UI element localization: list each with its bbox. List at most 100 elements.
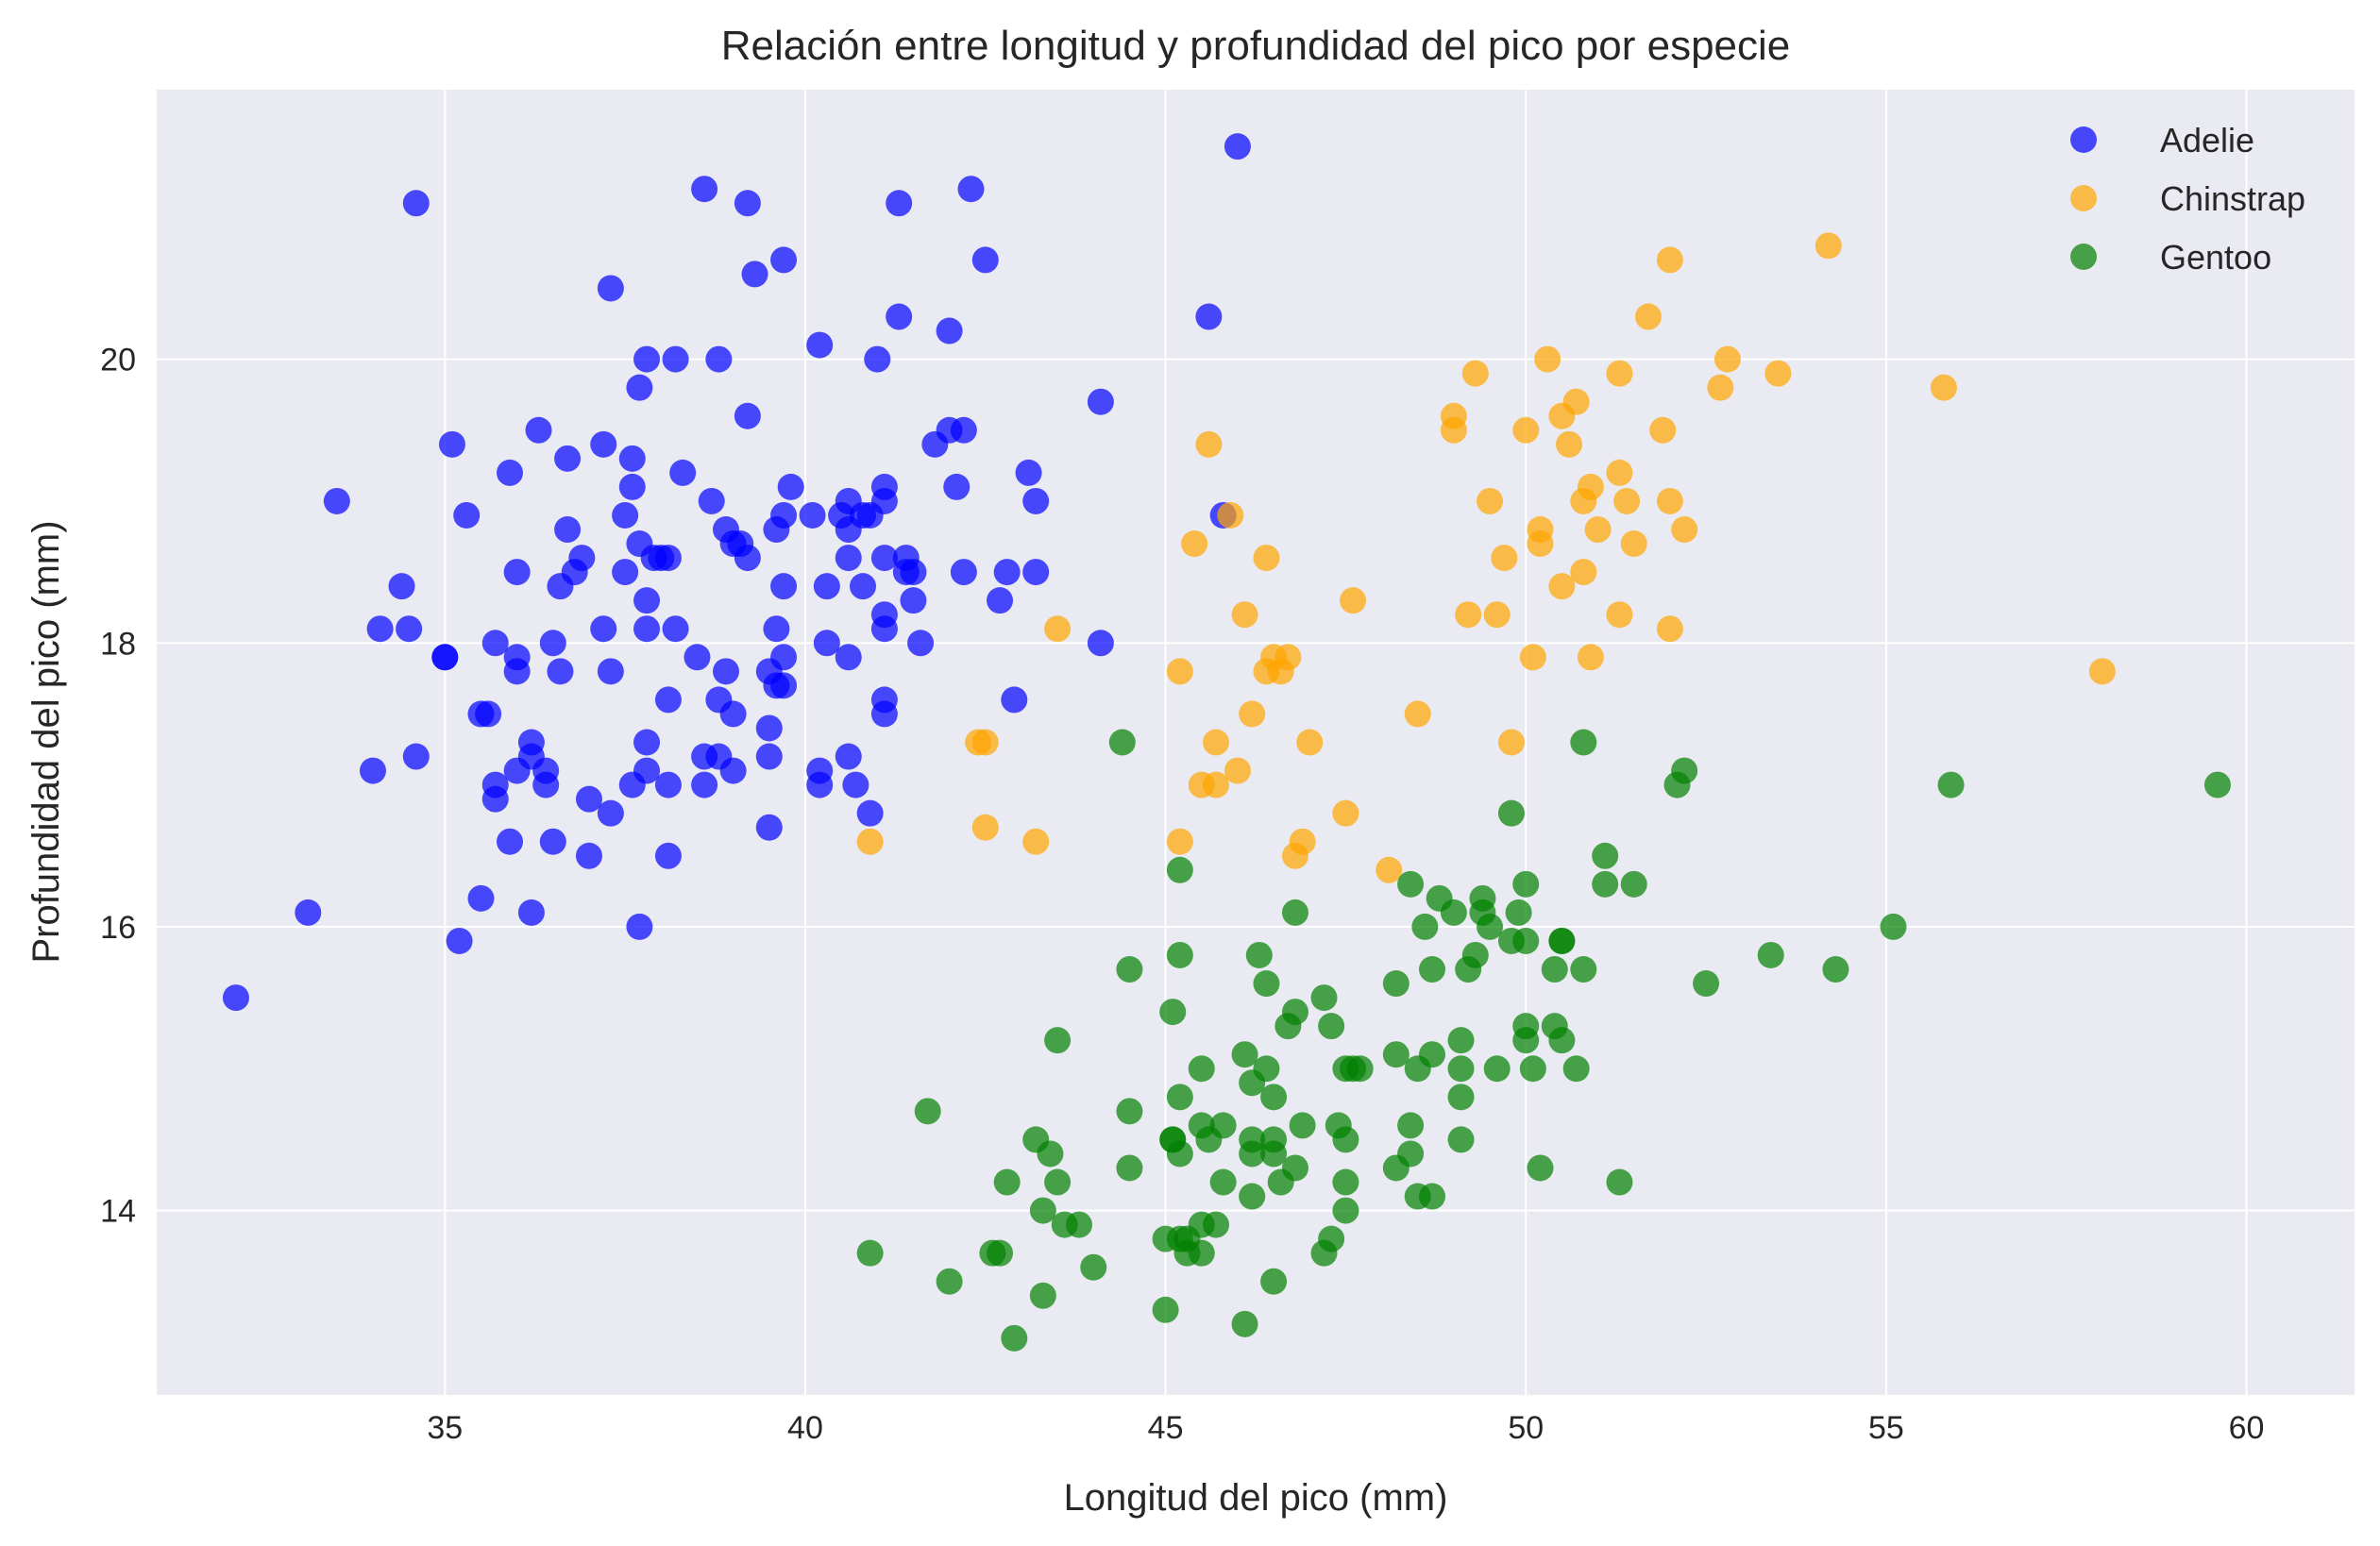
data-point xyxy=(1440,899,1467,926)
data-point xyxy=(864,345,891,373)
data-point xyxy=(1534,345,1561,373)
data-point xyxy=(770,672,798,699)
data-point xyxy=(1253,545,1280,572)
data-point xyxy=(886,303,913,330)
data-point xyxy=(1419,1183,1446,1210)
data-point xyxy=(1613,487,1641,514)
data-point xyxy=(1570,487,1597,514)
x-tick-label: 45 xyxy=(1148,1410,1184,1446)
data-point xyxy=(662,615,689,643)
data-point xyxy=(943,473,971,500)
data-point xyxy=(1245,941,1273,968)
data-point xyxy=(467,884,495,912)
data-point xyxy=(1707,374,1734,401)
data-point xyxy=(1001,686,1028,714)
data-point xyxy=(1044,615,1072,643)
chart-title: Relación entre longitud y profundidad de… xyxy=(721,23,1791,69)
data-point xyxy=(1512,927,1540,954)
data-point xyxy=(1001,1324,1028,1352)
data-point xyxy=(1044,1168,1072,1196)
data-point xyxy=(618,771,646,798)
data-point xyxy=(1318,1013,1345,1040)
data-point xyxy=(654,771,682,798)
data-point xyxy=(547,658,574,685)
data-point xyxy=(633,615,661,643)
data-point xyxy=(1015,459,1042,486)
data-point xyxy=(1203,729,1230,756)
data-point xyxy=(1656,615,1683,643)
data-point xyxy=(1022,487,1050,514)
data-point xyxy=(1188,1239,1215,1267)
data-point xyxy=(1497,729,1525,756)
y-tick-label: 14 xyxy=(100,1194,136,1230)
data-point xyxy=(1548,573,1576,600)
data-point xyxy=(719,700,747,728)
data-point xyxy=(1519,1055,1546,1083)
data-point xyxy=(1166,1140,1193,1168)
data-point xyxy=(618,445,646,472)
data-point xyxy=(1570,559,1597,586)
legend-label: Chinstrap xyxy=(2160,179,2305,218)
y-tick-label: 20 xyxy=(100,343,136,378)
data-point xyxy=(475,700,502,728)
data-point xyxy=(1346,1055,1374,1083)
data-point xyxy=(1231,601,1258,629)
data-point xyxy=(597,658,624,685)
data-point xyxy=(654,545,682,572)
data-point xyxy=(936,1268,963,1295)
data-point xyxy=(1527,1154,1554,1182)
data-point xyxy=(1253,970,1280,998)
data-point xyxy=(1649,416,1677,444)
data-point xyxy=(1620,530,1647,558)
data-point xyxy=(1937,771,1965,798)
x-tick-label: 35 xyxy=(427,1410,463,1446)
data-point xyxy=(1195,430,1223,458)
data-point xyxy=(813,573,840,600)
data-point xyxy=(1519,644,1546,671)
data-point xyxy=(1713,345,1741,373)
legend-label: Gentoo xyxy=(2160,238,2271,277)
data-point xyxy=(222,984,249,1012)
data-point xyxy=(1080,1253,1107,1281)
data-point xyxy=(1656,246,1683,274)
data-point xyxy=(1880,913,1907,940)
data-point xyxy=(813,630,840,657)
data-point xyxy=(1195,1126,1223,1153)
data-point xyxy=(612,501,639,529)
data-point xyxy=(835,516,862,544)
data-point xyxy=(1217,501,1244,529)
data-point xyxy=(705,345,733,373)
series-chinstrap xyxy=(856,232,2116,883)
data-point xyxy=(1483,1055,1511,1083)
data-point xyxy=(1556,430,1583,458)
data-point xyxy=(575,842,602,869)
data-point xyxy=(497,459,524,486)
data-point xyxy=(1281,842,1308,869)
x-tick-label: 60 xyxy=(2229,1410,2265,1446)
data-point xyxy=(1512,1027,1540,1054)
data-point xyxy=(1440,416,1467,444)
x-axis-label: Longitud del pico (mm) xyxy=(1064,1477,1448,1519)
data-point xyxy=(2088,658,2116,685)
data-point xyxy=(1527,530,1554,558)
data-point xyxy=(1455,601,1482,629)
data-point xyxy=(1548,402,1576,429)
data-point xyxy=(1548,1027,1576,1054)
data-point xyxy=(755,743,783,770)
data-point xyxy=(590,430,617,458)
data-point xyxy=(359,757,386,784)
data-point xyxy=(1231,1310,1258,1337)
data-point xyxy=(755,814,783,841)
data-point xyxy=(1065,1211,1092,1238)
data-point xyxy=(691,176,718,203)
data-point xyxy=(1267,658,1294,685)
data-point xyxy=(993,559,1021,586)
data-point xyxy=(1461,360,1489,387)
legend-marker-adelie xyxy=(2070,126,2097,153)
data-point xyxy=(842,771,869,798)
data-point xyxy=(1562,1055,1590,1083)
data-point xyxy=(431,644,459,671)
data-point xyxy=(1044,1027,1072,1054)
data-point xyxy=(1029,1197,1056,1224)
x-tick-label: 55 xyxy=(1868,1410,1904,1446)
